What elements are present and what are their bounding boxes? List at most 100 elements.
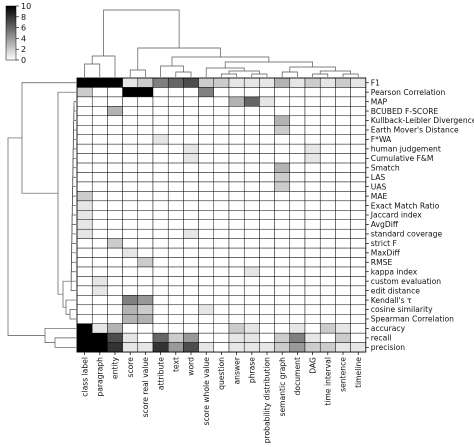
heatmap-cell [319,200,336,211]
heatmap-cell [228,191,245,202]
heatmap-cell [183,200,199,211]
heatmap-cell [289,332,306,343]
heatmap-cell [274,304,291,315]
heatmap-cell [183,247,199,258]
column-dendrogram [84,9,359,77]
heatmap-cell [304,77,321,88]
heatmap-cell [274,106,291,117]
heatmap-cell [91,134,108,145]
heatmap-cell [259,266,275,277]
dendrogram-link [44,328,76,343]
heatmap-cell [335,87,351,98]
heatmap-cell [350,125,367,135]
heatmap-cell [304,191,321,202]
heatmap-cell [304,96,321,107]
heatmap-cell [213,115,230,126]
heatmap-cell [228,125,245,135]
heatmap-cell [228,77,245,88]
heatmap-cell [122,77,139,88]
heatmap-cell [76,314,93,324]
heatmap-cell [304,115,321,126]
heatmap-cell [91,181,108,192]
heatmap-cell [198,210,215,220]
heatmap-cell [274,266,291,277]
heatmap-cell [183,115,199,126]
heatmap-cell [213,134,230,145]
row-label: AvgDiff [371,220,399,229]
heatmap-cell [213,323,230,334]
heatmap-cell [304,276,321,287]
heatmap-cell [289,210,306,220]
heatmap-cell [319,295,336,306]
heatmap-cell [198,332,215,343]
heatmap-cell [137,143,154,154]
heatmap-cell [350,77,367,88]
heatmap-cell [183,266,199,277]
heatmap-cell [76,162,93,173]
column-label: word [187,357,196,376]
heatmap-cell [259,247,275,258]
heatmap-cell [167,228,184,239]
colorbar-tick-label: 4 [21,34,26,43]
heatmap-cell [91,172,108,183]
heatmap-cell [198,143,215,154]
heatmap-cell [319,181,336,192]
heatmap-cell [350,153,367,164]
heatmap-cell [152,172,169,183]
heatmap-cell [137,153,154,164]
column-label: class label [80,357,89,397]
heatmap-cell [350,314,367,324]
heatmap-cell [228,314,245,324]
heatmap-cell [107,191,123,202]
dendrogram-link [129,69,146,77]
heatmap-cell [183,134,199,145]
column-label: probability distribution [263,357,272,443]
heatmap-cell [76,304,93,315]
heatmap-cell [274,323,291,334]
heatmap-cell [107,314,123,324]
heatmap-cell [137,200,154,211]
heatmap-cell [198,153,215,164]
heatmap-cell [259,219,275,230]
heatmap-cell [289,238,306,249]
heatmap-cell [76,172,93,183]
heatmap-cell [228,172,245,183]
heatmap-cell [122,181,139,192]
heatmap-cell [274,332,291,343]
heatmap-cell [243,125,260,135]
heatmap-cell [107,238,123,249]
heatmap-cell [228,285,245,296]
row-label: strict F [371,239,397,248]
heatmap-cell [91,106,108,117]
heatmap-cell [213,106,230,117]
heatmap-cell [213,162,230,173]
heatmap-cell [198,266,215,277]
heatmap-cell [198,276,215,287]
heatmap-cell [335,162,351,173]
heatmap-cell [198,219,215,230]
heatmap-cell [152,304,169,315]
heatmap-cell [137,172,154,183]
heatmap-cell [122,125,139,135]
heatmap-cell [167,153,184,164]
heatmap-cell [289,96,306,107]
heatmap-cell [243,191,260,202]
heatmap-cell [107,304,123,315]
heatmap-cell [198,314,215,324]
heatmap-cell [91,304,108,315]
heatmap-cell [304,219,321,230]
heatmap-cell [304,125,321,135]
heatmap-cell [243,332,260,343]
heatmap-cell [274,162,291,173]
column-label: text [172,357,181,372]
heatmap-cell [319,87,336,98]
heatmap-cell [183,257,199,268]
heatmap-cell [304,134,321,145]
heatmap-cell [152,295,169,306]
heatmap-cell [167,238,184,249]
heatmap-cell [167,210,184,220]
heatmap-cell [167,332,184,343]
heatmap-cell [259,125,275,135]
heatmap-cell [289,295,306,306]
column-label: entity [111,357,120,380]
